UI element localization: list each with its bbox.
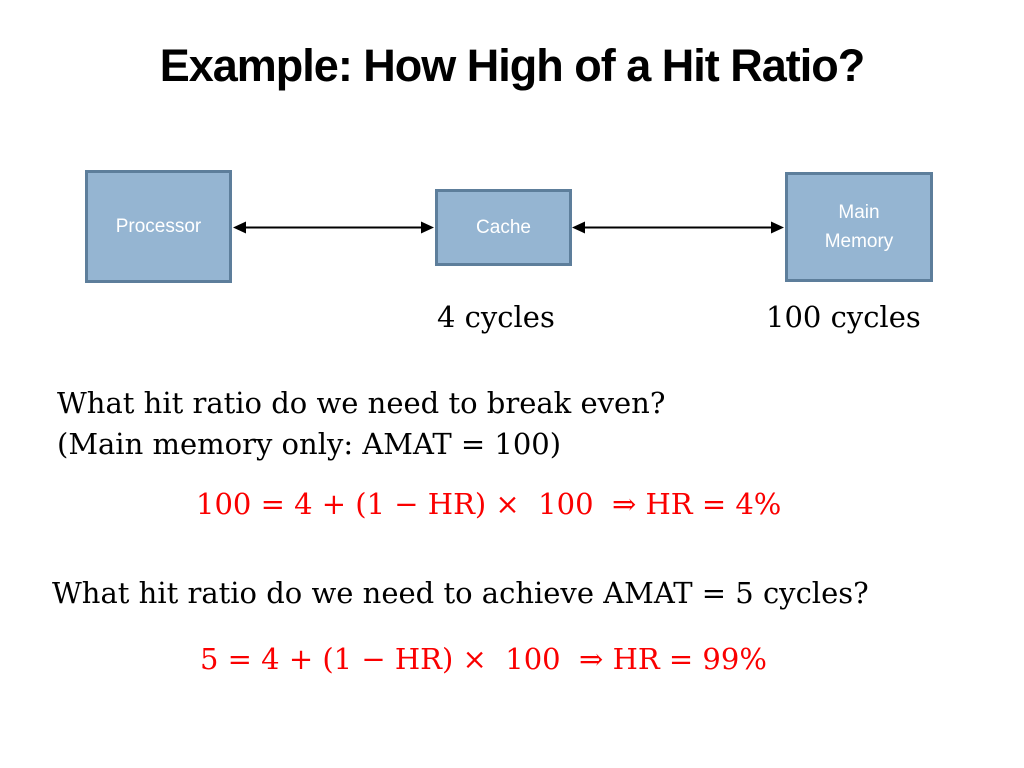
processor-box: Processor [85,170,232,283]
question-1: What hit ratio do we need to break even?… [57,383,665,465]
question-1-line-1: What hit ratio do we need to break even? [57,386,666,420]
main-memory-label: Main Memory [824,202,894,252]
cache-memory-arrow [572,221,784,234]
main-memory-box: Main Memory [785,172,933,282]
question-2: What hit ratio do we need to achieve AMA… [52,576,869,610]
cache-box: Cache [435,189,572,266]
break-even-formula: 100 = 4 + (1 − HR) × 100 ⇒ HR = 4% [196,487,782,521]
question-1-line-2: (Main memory only: AMAT = 100) [57,427,562,461]
cache-latency-label: 4 cycles [437,300,555,334]
slide-title: Example: How High of a Hit Ratio? [159,40,866,91]
processor-label: Processor [115,216,202,237]
processor-cache-arrow [233,221,434,234]
amat5-formula: 5 = 4 + (1 − HR) × 100 ⇒ HR = 99% [200,642,767,676]
memory-latency-label: 100 cycles [766,300,921,334]
cache-label: Cache [476,217,531,238]
